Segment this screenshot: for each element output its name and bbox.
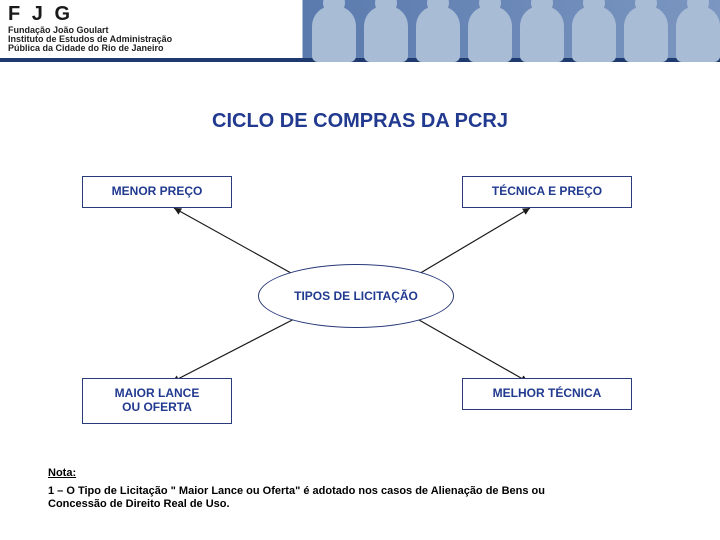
node-maior-lance: MAIOR LANCE OU OFERTA <box>82 378 232 424</box>
center-node: TIPOS DE LICITAÇÃO <box>258 264 454 328</box>
center-node-label: TIPOS DE LICITAÇÃO <box>294 289 418 303</box>
note-heading: Nota: <box>48 467 588 479</box>
note-text: 1 – O Tipo de Licitação " Maior Lance ou… <box>48 485 588 513</box>
header-silhouettes <box>302 0 720 62</box>
header-band: F J G Fundação João Goulart Instituto de… <box>0 0 720 62</box>
node-menor-preco: MENOR PREÇO <box>82 176 232 208</box>
diagram: MENOR PREÇO TÉCNICA E PREÇO MAIOR LANCE … <box>0 160 720 460</box>
node-melhor-tecnica: MELHOR TÉCNICA <box>462 378 632 410</box>
header-logo: F J G Fundação João Goulart Instituto de… <box>8 4 172 53</box>
page-title: CICLO DE COMPRAS DA PCRJ <box>0 110 720 133</box>
node-label: MENOR PREÇO <box>112 184 203 198</box>
node-label: MELHOR TÉCNICA <box>493 386 602 400</box>
logo-line3: Pública da Cidade do Rio de Janeiro <box>8 44 172 53</box>
logo-initials: F J G <box>8 4 172 24</box>
node-label: TÉCNICA E PREÇO <box>492 184 602 198</box>
note-area: Nota: 1 – O Tipo de Licitação " Maior La… <box>48 467 588 513</box>
node-label: MAIOR LANCE OU OFERTA <box>115 386 200 414</box>
node-tecnica-e-preco: TÉCNICA E PREÇO <box>462 176 632 208</box>
